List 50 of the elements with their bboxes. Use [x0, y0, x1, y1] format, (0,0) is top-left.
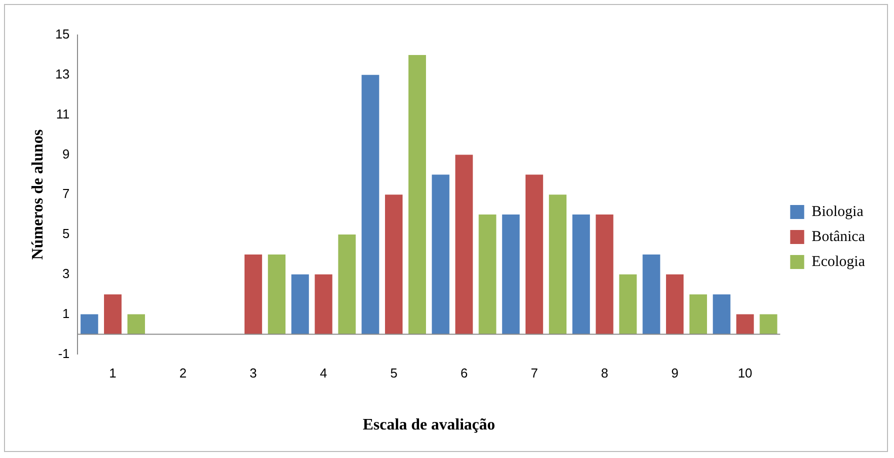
bar — [666, 274, 684, 334]
bar — [502, 214, 520, 334]
bar — [619, 274, 637, 334]
bar — [572, 214, 590, 334]
bar — [596, 214, 614, 334]
y-tick-label: 1 — [62, 306, 70, 321]
bar — [689, 294, 708, 334]
x-tick-label: 3 — [250, 366, 257, 381]
x-tick-label: 10 — [738, 366, 752, 381]
bar — [80, 314, 98, 334]
x-tick-label: 1 — [109, 366, 116, 381]
bar — [314, 274, 332, 334]
bar — [291, 274, 309, 334]
bar — [548, 194, 566, 334]
bar — [478, 214, 496, 334]
bar — [526, 174, 544, 334]
bar — [244, 254, 262, 334]
bar — [455, 154, 473, 334]
x-tick-label: 5 — [390, 366, 398, 381]
y-tick-label: 13 — [55, 66, 70, 82]
x-tick-label: 8 — [600, 366, 608, 381]
bar — [385, 194, 403, 334]
legend-label: Botânica — [812, 228, 866, 245]
y-tick-label: 11 — [56, 106, 70, 122]
y-axis-title: Números de alunos — [30, 129, 47, 260]
x-tick-label: 2 — [179, 366, 187, 381]
y-tick-label: -1 — [58, 346, 70, 361]
y-tick-label: 9 — [62, 146, 70, 162]
bar — [338, 234, 356, 334]
legend-label: Ecologia — [812, 254, 866, 270]
bar — [408, 54, 426, 334]
x-axis-title: Escala de avaliação — [362, 416, 496, 434]
bar — [642, 254, 660, 334]
legend-label: Biologia — [812, 204, 864, 220]
bar — [712, 294, 730, 334]
bar — [268, 254, 286, 334]
x-tick-label: 9 — [671, 366, 678, 381]
bar — [736, 314, 754, 334]
x-tick-label: 6 — [460, 366, 468, 381]
bar — [432, 174, 450, 334]
bar — [127, 314, 145, 334]
x-tick-label: 7 — [530, 366, 538, 381]
y-tick-label: 5 — [62, 226, 70, 242]
y-tick-label: 3 — [62, 266, 70, 281]
y-tick-label: 7 — [62, 186, 70, 202]
bar — [104, 294, 122, 334]
bar — [760, 314, 778, 334]
x-tick-label: 4 — [320, 366, 328, 381]
y-tick-label: 15 — [55, 26, 70, 42]
bar — [362, 74, 380, 334]
